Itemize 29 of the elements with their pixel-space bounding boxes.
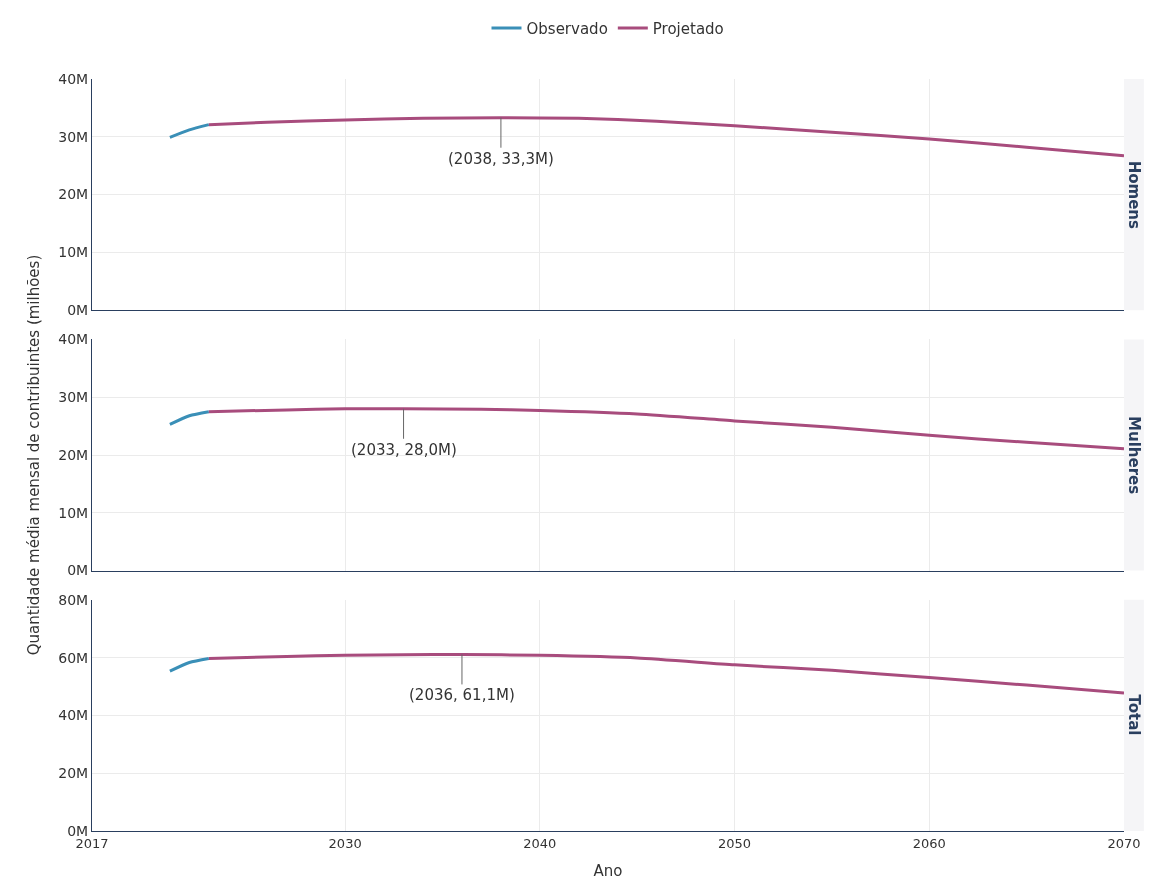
y-tick-label: 20M <box>58 186 89 203</box>
x-tick-label: 2040 <box>523 835 557 851</box>
annotation: (2033, 28,0M) <box>351 441 457 459</box>
x-tick-label: 2060 <box>912 835 946 851</box>
y-tick-label: 0M <box>67 302 89 319</box>
y-tick-label: 20M <box>58 765 89 782</box>
legend-label: Projetado <box>652 19 724 38</box>
annotation: (2036, 61,1M) <box>409 686 515 704</box>
annotation: (2038, 33,3M) <box>448 150 554 168</box>
y-tick-label: 60M <box>58 649 89 666</box>
y-tick-label: 30M <box>58 389 89 406</box>
legend-label: Observado <box>526 19 608 38</box>
y-tick-label: 40M <box>58 707 89 724</box>
y-tick-label: 10M <box>58 244 89 261</box>
y-axis-title: Quantidade média mensal de contribuintes (milhões) <box>24 254 43 656</box>
y-tick-label: 0M <box>67 562 89 579</box>
x-tick-label: 2050 <box>718 835 752 851</box>
y-tick-label: 30M <box>58 128 89 145</box>
text: Mulheres <box>1124 416 1143 495</box>
y-tick-label: 10M <box>58 504 89 521</box>
y-tick-label: 40M <box>58 70 89 87</box>
y-tick-label: 80M <box>58 591 89 608</box>
text: Total <box>1125 694 1144 736</box>
x-axis-title: Ano <box>593 861 623 880</box>
x-tick-label: 2070 <box>1107 835 1141 851</box>
y-tick-label: 40M <box>58 331 89 348</box>
y-tick-label: 20M <box>58 446 89 463</box>
text: Homens <box>1124 160 1143 229</box>
x-tick-label: 2030 <box>328 835 362 851</box>
